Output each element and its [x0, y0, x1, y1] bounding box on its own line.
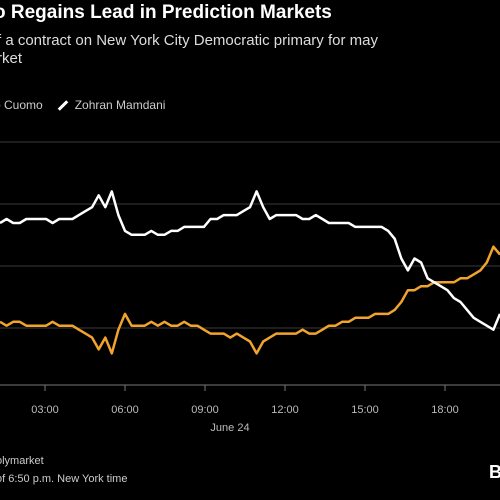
bloomberg-logo: B	[489, 462, 500, 482]
x-date-label: June 24	[210, 422, 249, 434]
chart-subtitle: f a contract on New York City Democratic…	[0, 32, 500, 68]
footer-source: olymarket	[0, 455, 44, 467]
subtitle-line-1: f a contract on New York City Democratic…	[0, 32, 378, 49]
x-tick-label-2: 09:00	[191, 404, 219, 416]
subtitle-line-2: rket	[0, 50, 23, 67]
legend-label-mamdani: Zohran Mamdani	[74, 98, 166, 112]
x-tick-label-1: 06:00	[111, 404, 139, 416]
x-tick-label-3: 12:00	[271, 404, 299, 416]
footer-note: of 6:50 p.m. New York time	[0, 473, 128, 485]
x-axis: 03:00 06:00 09:00 12:00 15:00 18:00 June 24	[0, 384, 500, 434]
chart-title: o Regains Lead in Prediction Markets	[0, 2, 332, 23]
series-lines	[0, 190, 500, 355]
grid-lines	[0, 141, 500, 329]
x-tick-label-4: 15:00	[351, 404, 379, 416]
legend-label-cuomo: o Cuomo	[0, 98, 43, 112]
x-tick-label-0: 03:00	[31, 404, 59, 416]
legend-swatch-mamdani	[57, 99, 69, 111]
series-line-mamdani	[0, 190, 500, 331]
legend: o Cuomo Zohran Mamdani	[0, 98, 165, 112]
line-chart: 03:00 06:00 09:00 12:00 15:00 18:00 June 24	[0, 141, 500, 434]
series-line-cuomo	[0, 245, 500, 355]
x-tick-label-5: 18:00	[431, 404, 459, 416]
